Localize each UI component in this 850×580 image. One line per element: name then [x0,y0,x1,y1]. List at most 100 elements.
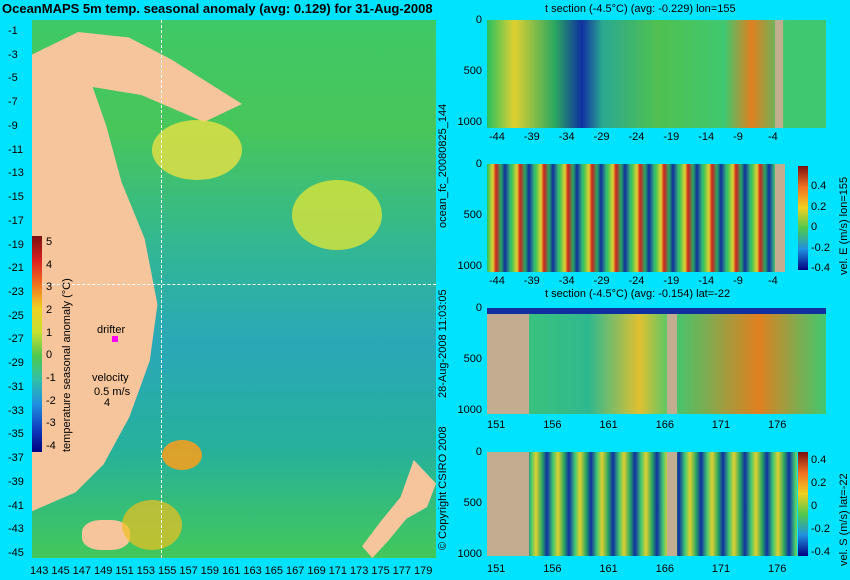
temperature-anomaly-map [32,20,436,558]
colorbar-tick: -2 [46,394,56,407]
drifter-marker [112,336,118,342]
panel2-colorbar-tick: 0 [811,221,818,233]
colorbar-tick: 5 [46,236,53,248]
colorbar-tick: -4 [46,440,56,452]
map-y-tick: -17 [8,214,24,227]
panel1-x-tick: -9 [733,131,743,143]
panel1-x-tick: -44 [489,131,505,143]
panel3-x-tick: 171 [711,419,731,431]
colorbar-tick: 4 [46,258,53,271]
panel3-y-tick: 1000 [457,404,482,416]
panel2-y-tick: 1000 [457,260,482,272]
panel3-x-tick: 166 [655,419,674,431]
copyright-label: © Copyright CSIRO 2008 [437,426,449,550]
velocity-scale-value: 0.5 m/s [94,386,131,398]
run-id-label: ocean_fc_20080825_144 [437,103,449,228]
drifter-label: drifter [97,324,126,336]
map-y-tick: -33 [8,404,24,417]
map-x-tick: 169 [307,565,326,577]
panel1-x-tick: -29 [593,131,610,143]
australia-land [32,60,158,512]
panel4-velocity-plot [487,452,797,556]
panel3-x-tick: 156 [543,419,562,431]
map-x-tick: 155 [158,565,177,577]
map-y-tick: -45 [8,547,24,559]
panel4-x-tick: 161 [599,563,618,575]
map-y-tick: -43 [8,523,24,536]
panel1-section-plot [487,20,826,128]
panel1-x-tick: -14 [698,131,715,143]
panel1-x-tick: -24 [628,131,645,143]
map-x-tick: 167 [286,565,305,577]
panel2-x-tick: -34 [558,275,575,287]
panel4-y-tick: 500 [463,497,482,509]
map-x-tick: 179 [414,565,433,577]
panel2-colorbar-label: vel. E (m/s) lon=155 [838,176,850,275]
map-x-tick: 173 [350,565,369,577]
map-x-tick: 175 [371,565,390,577]
panel4-x-tick: 166 [655,563,674,575]
colorbar-tick: 2 [46,304,53,316]
panel4-colorbar-tick: 0 [811,500,818,512]
panel3-title: t section (-4.5°C) (avg: -0.154) lat=-22 [545,288,731,300]
panel4-x-tick: 156 [543,563,562,575]
page-title: OceanMAPS 5m temp. seasonal anomaly (avg… [2,1,433,16]
map-y-tick: -39 [8,475,24,488]
panel4-x-tick: 151 [487,563,506,575]
panel2-x-tick: -24 [628,275,645,287]
map-y-tick: -3 [8,48,18,61]
map-x-tick: 149 [94,565,113,577]
panel2-y-tick: 0 [475,158,482,170]
colorbar-tick: -3 [46,417,56,430]
map-x-tick: 151 [115,565,134,577]
panel2-x-tick: -44 [489,275,505,287]
map-y-tick: -37 [8,452,24,465]
map-x-tick: 161 [222,565,241,577]
panel2-x-tick: -19 [663,275,680,287]
panel4-colorbar-tick: -0.2 [811,523,830,535]
map-x-tick: 153 [136,565,156,577]
panel1-y-tick: 500 [463,65,482,77]
map-y-tick: -13 [8,167,24,180]
panel2-x-tick: -39 [523,275,540,287]
panel4-colorbar-tick: 0.4 [811,454,827,466]
timestamp-label: 28-Aug-2008 11:03:05 [437,289,449,398]
panel2-x-tick: -29 [593,275,610,287]
panel4-colorbar-tick: -0.4 [811,546,830,558]
map-y-tick: -23 [8,286,24,298]
panel2-y-tick: 500 [463,209,482,221]
panel3-x-tick: 176 [768,419,787,431]
panel1-x-tick: -39 [523,131,540,143]
map-y-tick: -41 [8,499,24,512]
map-y-tick: -1 [8,25,18,37]
map-y-tick: -11 [8,143,24,156]
new-zealand-land [362,460,436,558]
map-x-tick: 165 [264,565,284,577]
panel4-x-tick: 171 [711,563,731,575]
map-y-tick: -5 [8,72,18,85]
map-y-tick: -21 [8,262,24,275]
colorbar-tick: 3 [46,281,53,294]
map-x-tick: 159 [200,565,220,577]
map-x-tick: 177 [392,565,412,577]
map-y-tick: -31 [8,380,24,393]
map-y-tick: -19 [8,238,24,251]
panel4-colorbar-label: vel. S (m/s) lat=-22 [838,473,850,566]
panel2-x-tick: -9 [733,275,743,287]
velocity-label: velocity [92,372,129,384]
map-y-tick: -9 [8,119,18,132]
colorbar-tick: 1 [46,326,53,339]
map-x-tick: 163 [243,565,262,577]
map-y-tick: -7 [8,96,18,109]
map-y-tick: -15 [8,191,24,204]
panel4-x-tick: 176 [768,563,787,575]
panel4-y-tick: 1000 [457,548,482,560]
panel1-y-tick: 0 [475,14,482,26]
panel2-x-tick: -4 [768,275,778,287]
panel4-y-tick: 0 [475,446,482,458]
panel3-section-plot [487,308,826,414]
map-x-tick: 171 [328,565,348,577]
panel2-x-tick: -14 [698,275,715,287]
panel2-colorbar-tick: 0.4 [811,180,827,192]
map-x-tick: 147 [72,565,92,577]
